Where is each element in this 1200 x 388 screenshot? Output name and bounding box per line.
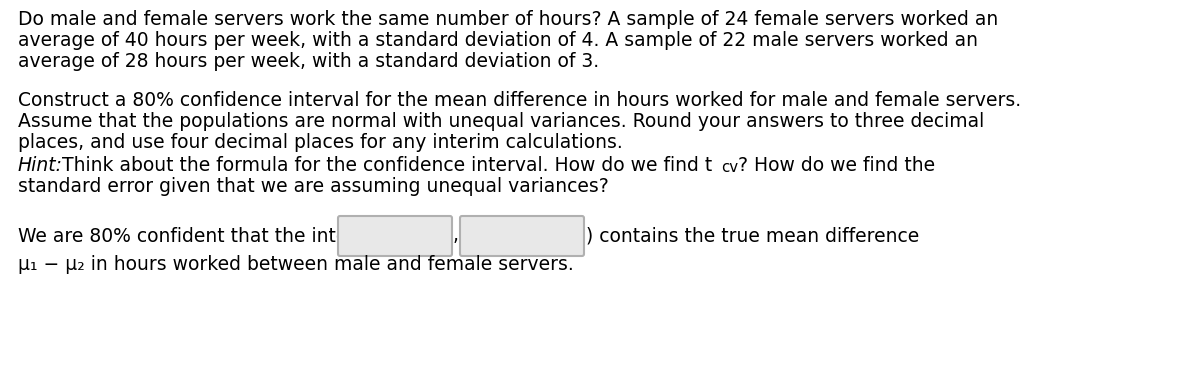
FancyBboxPatch shape [338,216,452,256]
Text: average of 28 hours per week, with a standard deviation of 3.: average of 28 hours per week, with a sta… [18,52,599,71]
Text: cv: cv [721,160,738,175]
Text: We are 80% confident that the interval (: We are 80% confident that the interval ( [18,226,396,245]
Text: standard error given that we are assuming unequal variances?: standard error given that we are assumin… [18,177,608,196]
Text: Think about the formula for the confidence interval. How do we find t: Think about the formula for the confiden… [56,156,713,175]
Text: Assume that the populations are normal with unequal variances. Round your answer: Assume that the populations are normal w… [18,112,984,131]
Text: Do male and female servers work the same number of hours? A sample of 24 female : Do male and female servers work the same… [18,10,998,29]
Text: Construct a 80% confidence interval for the mean difference in hours worked for : Construct a 80% confidence interval for … [18,91,1021,110]
FancyBboxPatch shape [460,216,584,256]
Text: Hint:: Hint: [18,156,64,175]
Text: average of 40 hours per week, with a standard deviation of 4. A sample of 22 mal: average of 40 hours per week, with a sta… [18,31,978,50]
Text: ? How do we find the: ? How do we find the [738,156,935,175]
Text: places, and use four decimal places for any interim calculations.: places, and use four decimal places for … [18,133,623,152]
Text: ,: , [452,226,458,245]
Text: ) contains the true mean difference: ) contains the true mean difference [586,226,919,245]
Text: μ₁ − μ₂ in hours worked between male and female servers.: μ₁ − μ₂ in hours worked between male and… [18,255,574,274]
